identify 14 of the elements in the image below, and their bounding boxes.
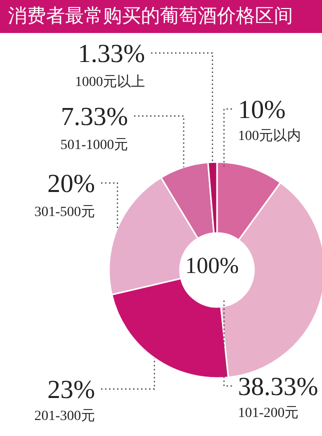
chart-title: 消费者最常购买的葡萄酒价格区间	[0, 0, 322, 33]
data-label: 7.33%	[60, 102, 128, 131]
data-label: 23%	[47, 375, 95, 404]
slice-label: 301-500元	[34, 205, 95, 220]
slice-label: 201-300元	[34, 409, 95, 424]
slice-label: 101-200元	[238, 406, 299, 421]
data-label: 10%	[238, 95, 286, 124]
slice-label: 1000元以上	[75, 74, 145, 90]
data-label: 20%	[47, 169, 95, 198]
slice-label: 501-1000元	[60, 138, 128, 153]
data-label: 38.33%	[238, 372, 318, 401]
text: 100%	[185, 253, 239, 278]
data-label: 1.33%	[78, 39, 145, 68]
slice-label: 100元以内	[238, 128, 301, 144]
